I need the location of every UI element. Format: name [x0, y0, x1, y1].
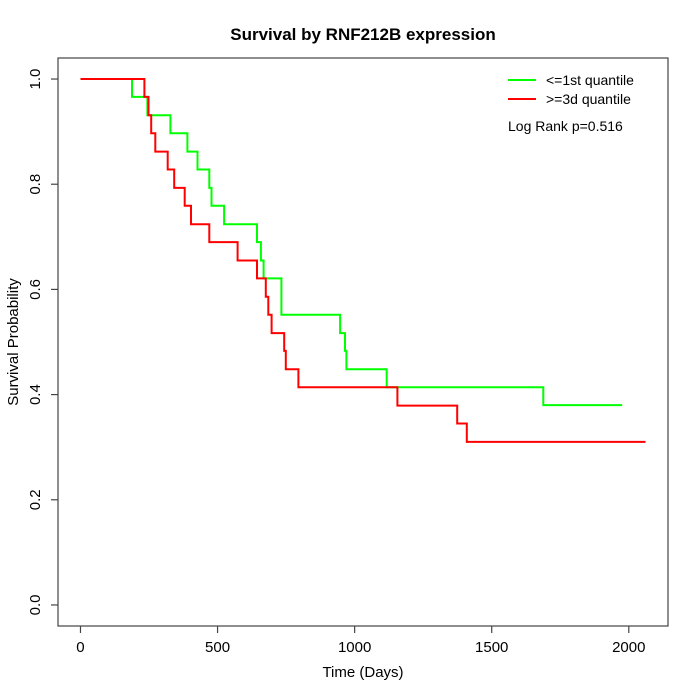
plot-border — [57, 57, 669, 627]
logrank-annotation: Log Rank p=0.516 — [508, 118, 623, 134]
y-axis-label: Survival Probability — [5, 278, 22, 406]
chart-title: Survival by RNF212B expression — [230, 25, 496, 44]
y-tick-label: 0.2 — [27, 489, 44, 510]
y-tick-label: 1.0 — [27, 69, 44, 90]
y-tick-label: 0.4 — [27, 384, 44, 405]
legend: <=1st quantile >=3d quantile Log Rank p=… — [508, 72, 634, 134]
y-tick-label: 0.6 — [27, 279, 44, 300]
x-tick-label: 0 — [76, 639, 84, 656]
survival-curve-0 — [80, 78, 623, 407]
legend-label-first-quantile: <=1st quantile — [546, 72, 634, 88]
x-tick-label: 2000 — [612, 639, 645, 656]
x-axis-label: Time (Days) — [322, 664, 403, 681]
y-tick-label: 0.0 — [27, 595, 44, 616]
legend-label-third-quantile: >=3d quantile — [546, 91, 631, 107]
plot-layer: 0 500 1000 1500 2000 0.0 0.2 0.4 0.6 0.8 1.0 — [27, 57, 669, 656]
x-tick-label: 500 — [205, 639, 230, 656]
survival-curve-1 — [80, 78, 646, 443]
x-tick-label: 1500 — [475, 639, 508, 656]
y-tick-label: 0.8 — [27, 174, 44, 195]
x-tick-label: 1000 — [338, 639, 371, 656]
